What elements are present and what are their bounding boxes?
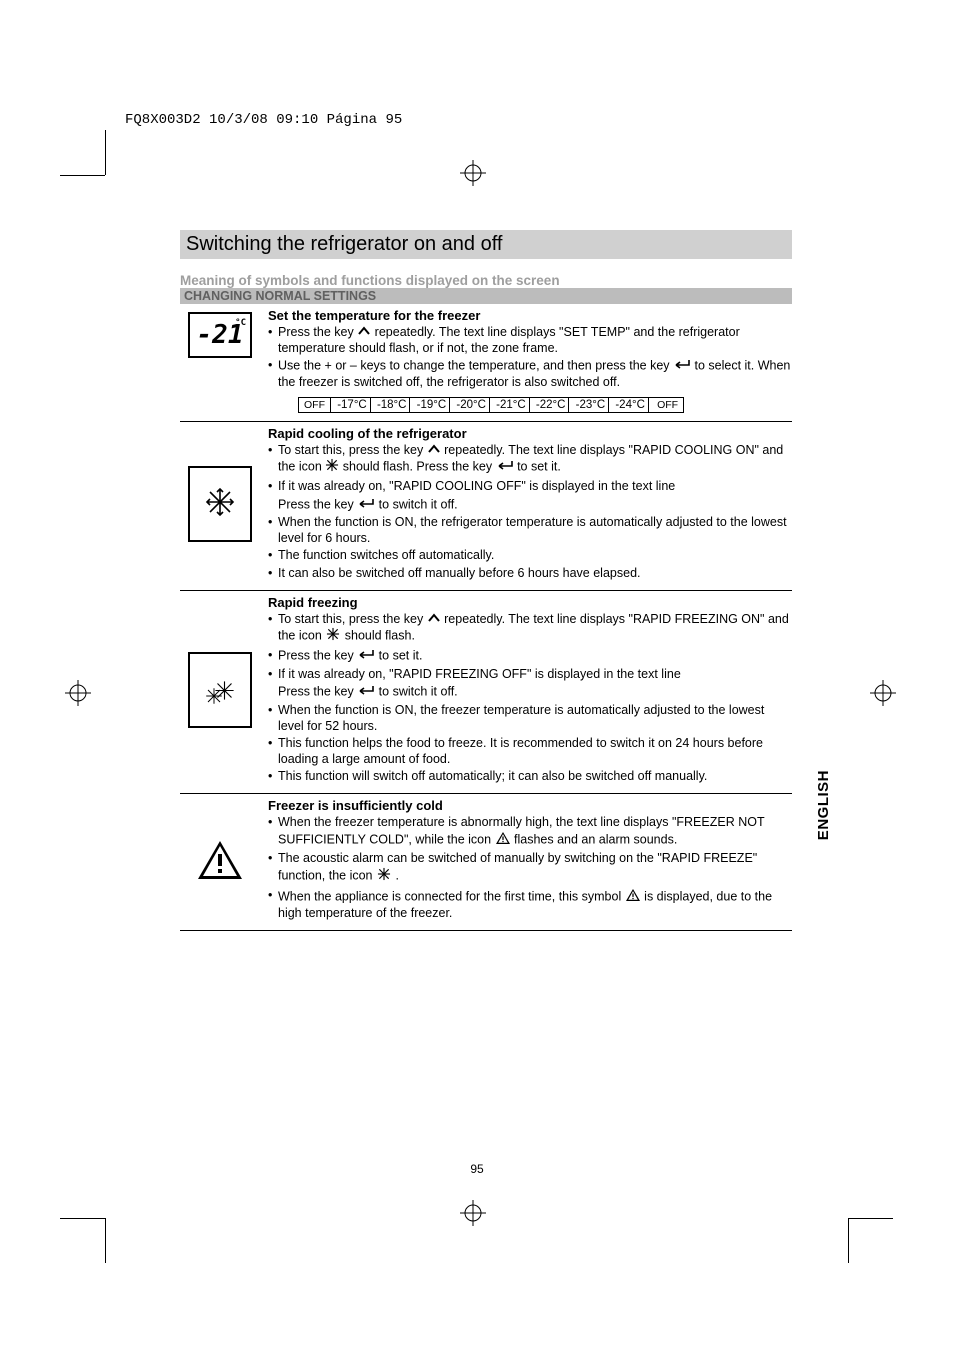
temp-scale-cell: -23°C: [573, 398, 610, 412]
enter-key-icon: [357, 648, 375, 665]
bullet: •When the function is ON, the freezer te…: [268, 703, 792, 734]
row-set-freezer-temp: -21 °C Set the temperature for the freez…: [180, 306, 792, 422]
page: FQ8X003D2 10/3/08 09:10 Página 95 ENGLIS…: [0, 0, 954, 1351]
temp-scale-cell: -24°C: [612, 398, 649, 412]
row-freezer-cold-warning: Freezer is insufficiently cold •When the…: [180, 796, 792, 931]
registration-target-icon: [460, 160, 486, 186]
bullet: •Press the key to set it.: [268, 648, 792, 665]
text-col: Rapid cooling of the refrigerator •To st…: [264, 424, 792, 584]
bullet: •It can also be switched off manually be…: [268, 566, 792, 582]
bullet: •Use the + or – keys to change the tempe…: [268, 358, 792, 390]
crop-mark: [848, 1218, 893, 1219]
temp-scale-cell: -21°C: [493, 398, 530, 412]
freezer-temp-display: -21 °C: [188, 312, 252, 358]
double-snowflake-icon: [325, 627, 341, 646]
registration-target-icon: [65, 680, 91, 706]
bullet: •To start this, press the key repeatedly…: [268, 612, 792, 646]
page-number: 95: [0, 1162, 954, 1176]
temp-scale: OFF -17°C -18°C -19°C -20°C -21°C -22°C …: [298, 397, 684, 413]
warning-triangle-icon: [195, 838, 245, 882]
text-col: Rapid freezing •To start this, press the…: [264, 593, 792, 787]
warning-triangle-icon: [495, 831, 511, 850]
bullet: •If it was already on, "RAPID FREEZING O…: [268, 667, 792, 683]
text-col: Set the temperature for the freezer •Pre…: [264, 306, 792, 415]
temp-scale-cell: -20°C: [453, 398, 490, 412]
bullet: •The acoustic alarm can be switched of m…: [268, 851, 792, 885]
row-rapid-cooling: Rapid cooling of the refrigerator •To st…: [180, 424, 792, 591]
crop-mark: [105, 1218, 106, 1263]
rapid-freezing-icon-box: [188, 652, 252, 728]
registration-target-icon: [460, 1200, 486, 1226]
crop-mark: [60, 175, 105, 176]
up-arrow-icon: [427, 612, 441, 628]
crop-mark: [105, 130, 106, 175]
crop-mark: [60, 1218, 105, 1219]
enter-key-icon: [496, 459, 514, 476]
warning-triangle-icon: [625, 888, 641, 907]
bullet: •When the appliance is connected for the…: [268, 888, 792, 922]
page-title: Switching the refrigerator on and off: [180, 230, 792, 259]
sub-line: Press the key to switch it off.: [278, 497, 792, 514]
bullet: •Press the key repeatedly. The text line…: [268, 325, 792, 356]
enter-key-icon: [673, 358, 691, 375]
section-band: CHANGING NORMAL SETTINGS: [180, 288, 792, 304]
double-snowflake-icon: [376, 867, 392, 886]
enter-key-icon: [357, 497, 375, 514]
row-rapid-freezing: Rapid freezing •To start this, press the…: [180, 593, 792, 794]
bullet: •To start this, press the key repeatedly…: [268, 443, 792, 477]
content-area: Switching the refrigerator on and off Me…: [180, 230, 792, 933]
bullet: •When the function is ON, the refrigerat…: [268, 515, 792, 546]
bullet: •If it was already on, "RAPID COOLING OF…: [268, 479, 792, 495]
icon-col: [180, 424, 264, 584]
bullet: •This function helps the food to freeze.…: [268, 736, 792, 767]
block-title: Rapid cooling of the refrigerator: [268, 426, 792, 441]
subheading: Meaning of symbols and functions display…: [180, 273, 792, 288]
block-title: Set the temperature for the freezer: [268, 308, 792, 323]
icon-col: [180, 796, 264, 924]
snowflake-icon: [325, 458, 339, 477]
icon-col: -21 °C: [180, 306, 264, 415]
bullet: •This function will switch off automatic…: [268, 769, 792, 785]
temp-scale-cell: -19°C: [414, 398, 451, 412]
language-label: ENGLISH: [815, 770, 832, 840]
up-arrow-icon: [357, 325, 371, 341]
bullet: •When the freezer temperature is abnorma…: [268, 815, 792, 849]
sub-line: Press the key to switch it off.: [278, 684, 792, 701]
block-title: Rapid freezing: [268, 595, 792, 610]
up-arrow-icon: [427, 443, 441, 459]
temp-scale-cell: -22°C: [533, 398, 570, 412]
freezer-temp-unit: °C: [235, 318, 246, 328]
snowflake-icon: [205, 487, 235, 520]
temp-scale-cell: -18°C: [374, 398, 411, 412]
temp-scale-cell: OFF: [299, 398, 331, 412]
print-header: FQ8X003D2 10/3/08 09:10 Página 95: [125, 112, 402, 128]
enter-key-icon: [357, 684, 375, 701]
bullet: •The function switches off automatically…: [268, 548, 792, 564]
rapid-cooling-icon-box: [188, 466, 252, 542]
block-title: Freezer is insufficiently cold: [268, 798, 792, 813]
temp-scale-cell: OFF: [652, 398, 683, 412]
text-col: Freezer is insufficiently cold •When the…: [264, 796, 792, 924]
registration-target-icon: [870, 680, 896, 706]
icon-col: [180, 593, 264, 787]
double-snowflake-icon: [203, 671, 237, 708]
crop-mark: [848, 1218, 849, 1263]
temp-scale-cell: -17°C: [334, 398, 371, 412]
